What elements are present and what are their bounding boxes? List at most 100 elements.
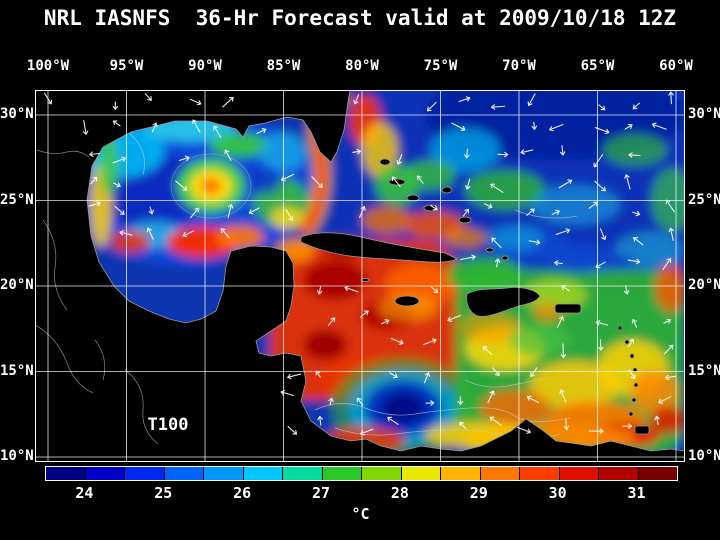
current-vector-arrow [484, 203, 493, 209]
lat-tick-label: 15°N [688, 362, 720, 379]
current-vector-arrow [462, 208, 469, 217]
colorbar-segment [441, 467, 480, 480]
jamaica-landmass [394, 295, 420, 307]
current-vector-arrow [148, 206, 154, 215]
current-vector-arrow [144, 93, 152, 101]
current-vector-arrow [287, 373, 302, 380]
colorbar-segment [401, 467, 440, 480]
latitude-axis-left: 30°N 25°N 20°N 15°N 10°N [0, 90, 34, 464]
current-vector-arrow [391, 176, 401, 188]
land-detail-lines-layer [35, 149, 159, 445]
current-vector-arrow [556, 316, 564, 328]
colorbar-segment [85, 467, 124, 480]
latitude-axis-right: 30°N 25°N 20°N 15°N 10°N [687, 90, 720, 464]
current-vector-arrow [492, 367, 500, 376]
current-vector-arrow [491, 104, 505, 110]
current-vector-arrow [317, 415, 323, 426]
colorbar-unit: °C [351, 505, 370, 523]
current-vector-arrow [599, 228, 607, 241]
current-vector-arrow [588, 428, 604, 435]
current-vector-arrow [430, 286, 439, 294]
current-vector-arrow [213, 125, 222, 138]
colorbar-segment [243, 467, 282, 480]
lon-tick-label: 60°W [659, 58, 693, 74]
current-vector-arrow [593, 153, 604, 168]
current-vector-arrow [563, 418, 570, 431]
colorbar-segment [362, 467, 401, 480]
current-vector-arrow [487, 390, 495, 404]
current-vector-arrow [664, 374, 676, 381]
current-vector-arrow [668, 91, 674, 105]
lat-tick-label: 15°N [0, 362, 34, 379]
current-vector-arrow [416, 175, 424, 184]
current-vector-arrow [654, 415, 660, 425]
current-vector-arrow [89, 151, 100, 157]
current-vector-arrow [526, 208, 535, 216]
current-vector-arrow [651, 122, 667, 130]
current-vector-arrow [482, 346, 493, 355]
current-vector-arrow [588, 201, 598, 209]
current-vector-arrow [558, 179, 573, 189]
current-vector-arrow [220, 228, 231, 239]
colorbar-segment [638, 467, 677, 480]
current-vector-arrow [457, 396, 464, 405]
current-vector-arrow [182, 230, 195, 238]
current-vector-arrow [658, 396, 672, 404]
current-vector-arrow [554, 260, 563, 266]
current-vector-arrow [662, 258, 672, 271]
lat-tick-label: 10°N [0, 448, 34, 464]
current-vector-arrow [624, 124, 633, 130]
cuba-landmass [300, 232, 458, 263]
lat-tick-label: 25°N [0, 191, 34, 208]
continent-landmass [35, 90, 685, 462]
lat-tick-label: 25°N [688, 191, 720, 208]
current-vector-arrow [151, 122, 158, 133]
current-vector-arrow [447, 314, 462, 322]
current-vector-arrow [489, 416, 502, 427]
current-vector-arrow [632, 102, 640, 110]
lon-tick-label: 75°W [423, 58, 458, 74]
colorbar-ticks: 24 25 26 27 28 29 30 31 [45, 484, 676, 502]
current-vector-arrow [628, 369, 636, 380]
colorbar-tick-label: 24 [75, 484, 94, 502]
lon-tick-label: 70°W [502, 58, 536, 74]
current-vector-arrow [595, 261, 606, 269]
grid-layer [35, 90, 685, 462]
current-vector-arrow [530, 367, 538, 377]
current-vector-arrow [387, 416, 399, 425]
current-vector-arrow [598, 104, 606, 111]
lon-tick-label: 80°W [345, 58, 379, 74]
current-vector-arrow [146, 227, 154, 240]
current-vector-arrow [460, 254, 476, 261]
current-vector-arrow [328, 397, 334, 406]
lon-tick-label: 85°W [266, 58, 301, 74]
current-vector-arrow [665, 199, 675, 213]
current-vector-arrow [451, 122, 466, 131]
colorbar-tick-label: 31 [627, 484, 646, 502]
hispaniola-landmass [466, 287, 541, 317]
current-vector-arrow [527, 93, 536, 107]
colorbar-segment [520, 467, 559, 480]
current-vector-arrow [663, 344, 674, 355]
current-vector-arrow [491, 237, 502, 249]
current-vector-arrow [561, 285, 571, 292]
current-vector-arrow [189, 98, 202, 106]
colorbar-segment [164, 467, 203, 480]
current-vector-arrow [178, 155, 190, 162]
current-vector-arrow [531, 121, 538, 130]
current-vector-arrow [555, 228, 571, 236]
colorbar-segment [559, 467, 598, 480]
current-vector-arrow [628, 152, 641, 158]
current-vector-arrow [663, 318, 672, 324]
current-vector-arrow [119, 230, 133, 236]
colorbar-segment [599, 467, 638, 480]
current-vector-arrow [668, 227, 674, 241]
colorbar-tick-label: 25 [154, 484, 173, 502]
colorbar-segment [283, 467, 322, 480]
current-vector-arrow [422, 338, 437, 346]
current-vector-arrow [594, 126, 610, 135]
current-vector-arrow [465, 178, 471, 190]
current-vector-arrow [227, 203, 234, 219]
colorbar-tick-label: 28 [390, 484, 409, 502]
field-label: T100 [148, 415, 189, 435]
